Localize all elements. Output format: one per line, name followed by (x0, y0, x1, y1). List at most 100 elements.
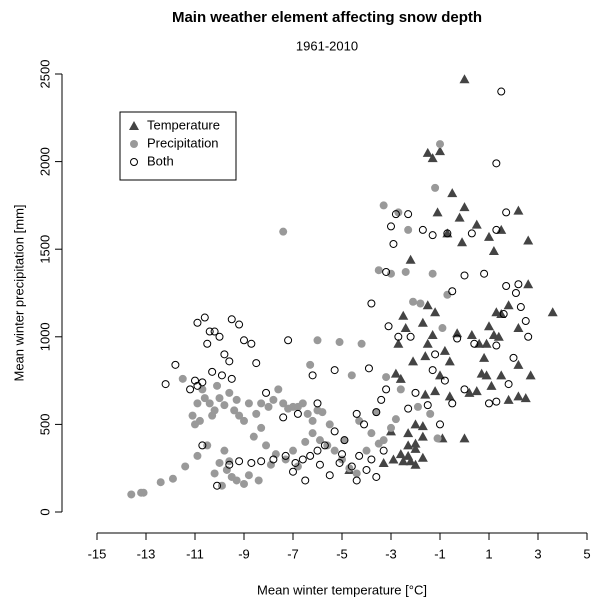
data-point (410, 443, 421, 453)
data-point (433, 434, 442, 443)
x-axis-label: Mean winter temperature [°C] (257, 582, 427, 597)
data-point (338, 450, 346, 459)
data-point (382, 385, 391, 394)
data-point (427, 153, 438, 163)
data-point (284, 336, 293, 345)
data-point (394, 332, 403, 341)
data-point (417, 421, 428, 431)
data-point (481, 370, 492, 380)
data-point (244, 471, 253, 480)
data-point (355, 416, 364, 425)
data-point (400, 323, 411, 333)
data-point (320, 441, 329, 450)
data-point (470, 339, 479, 348)
data-point (225, 357, 234, 366)
data-point (401, 267, 410, 276)
data-point (420, 389, 431, 399)
data-point (279, 227, 288, 236)
data-point (496, 224, 507, 234)
data-point (382, 373, 391, 382)
legend-label: Precipitation (147, 135, 219, 150)
data-point (161, 380, 170, 389)
data-point (240, 416, 248, 425)
legend-box (119, 111, 237, 181)
data-point (438, 324, 447, 333)
data-point (367, 299, 376, 308)
data-point (488, 245, 499, 255)
data-point (347, 462, 356, 471)
data-point (525, 370, 536, 380)
data-point (127, 490, 136, 499)
data-point (435, 146, 445, 156)
legend-marker (129, 121, 139, 130)
data-point (230, 406, 239, 415)
data-point (426, 409, 435, 418)
data-point (471, 386, 482, 396)
data-point (430, 307, 441, 317)
data-point (428, 231, 437, 240)
data-point (436, 420, 444, 429)
data-point (459, 74, 470, 84)
data-point (171, 360, 180, 369)
data-point (374, 266, 383, 275)
data-point (330, 427, 339, 436)
data-point (215, 394, 224, 403)
data-point (225, 388, 234, 397)
data-point (523, 279, 534, 289)
data-point (303, 409, 312, 418)
data-point (335, 338, 344, 347)
data-point (417, 452, 428, 462)
data-point (262, 388, 271, 397)
data-point (198, 441, 207, 450)
data-point (235, 320, 244, 329)
data-point (301, 476, 310, 485)
data-point (492, 397, 501, 406)
data-point (485, 399, 493, 408)
data-point (387, 269, 395, 278)
data-point (325, 471, 334, 480)
data-point (306, 360, 315, 369)
data-point (318, 408, 327, 417)
data-point (502, 281, 511, 290)
data-point (367, 429, 376, 438)
x-tick-label: -11 (186, 546, 204, 561)
data-point (430, 386, 441, 396)
data-point (471, 219, 482, 229)
data-point (503, 300, 514, 310)
y-tick-label: 0 (37, 508, 52, 515)
data-point (330, 446, 339, 455)
data-point (443, 229, 452, 238)
data-point (448, 399, 457, 408)
data-point (513, 391, 524, 401)
data-point (308, 429, 317, 438)
data-point (360, 420, 369, 429)
legend-label: Temperature (147, 117, 220, 132)
data-point (168, 474, 177, 483)
data-point (496, 370, 507, 380)
data-point (235, 411, 244, 420)
data-point (452, 328, 463, 338)
data-point (252, 409, 261, 418)
data-point (220, 401, 229, 410)
data-point (547, 307, 558, 317)
data-point (249, 432, 258, 441)
data-point (460, 271, 469, 280)
data-point (410, 459, 421, 469)
data-point (396, 385, 405, 394)
data-point (232, 476, 241, 485)
data-point (215, 458, 224, 467)
data-point (440, 376, 449, 385)
data-point (457, 237, 468, 247)
y-tick-label: 2500 (37, 60, 52, 89)
data-point (432, 207, 443, 217)
data-point (481, 338, 492, 348)
data-point (213, 381, 222, 390)
data-point (520, 393, 531, 403)
data-point (247, 339, 256, 348)
data-point (503, 394, 514, 404)
data-point (313, 399, 322, 408)
data-point (420, 351, 431, 361)
data-point (308, 416, 317, 425)
data-point (289, 467, 297, 476)
